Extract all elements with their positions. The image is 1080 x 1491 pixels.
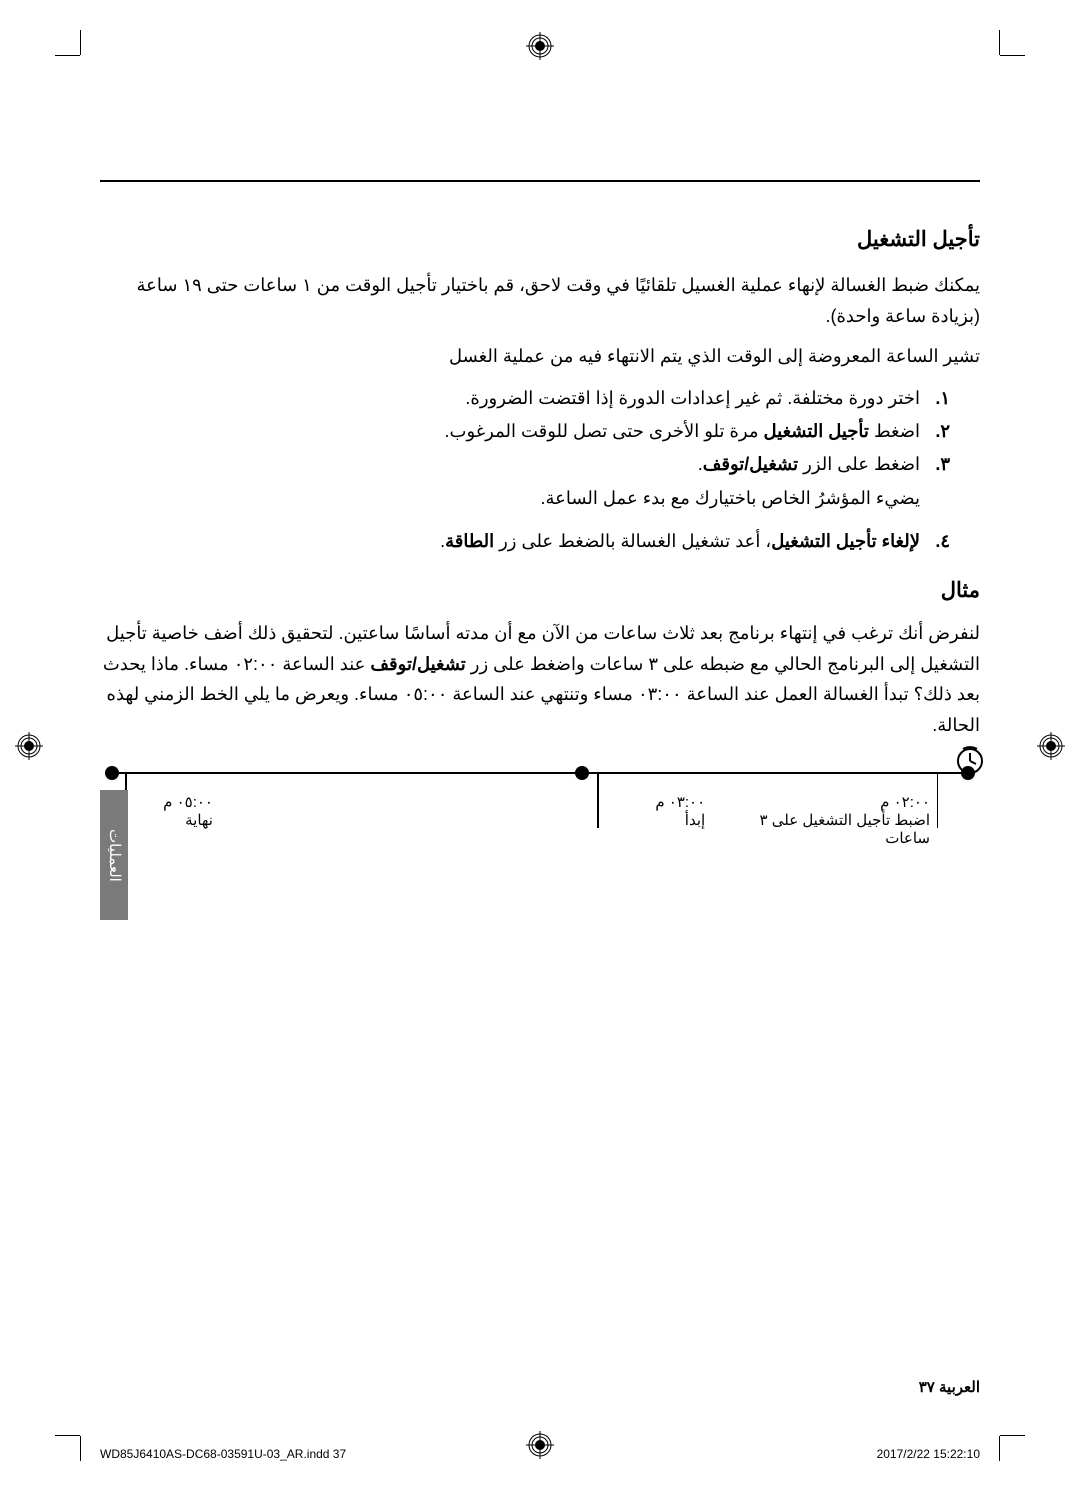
timeline-labels: ٠٢:٠٠ م اضبط تأجيل التشغيل على ٣ ساعات ٠… [100, 785, 980, 845]
timeline-text: نهاية [133, 811, 213, 829]
page-number: ٣٧ [919, 1379, 935, 1396]
timeline: ٠٢:٠٠ م اضبط تأجيل التشغيل على ٣ ساعات ٠… [100, 766, 980, 845]
example-paragraph: لنفرض أنك ترغب في إنتهاء برنامج بعد ثلاث… [100, 618, 980, 740]
step-item: ٣. اضغط على الزر تشغيل/توقف. [100, 448, 950, 481]
step-number: ١. [935, 382, 950, 415]
side-tab: العمليات [100, 790, 128, 920]
timeline-label: ٠٢:٠٠ م اضبط تأجيل التشغيل على ٣ ساعات [730, 793, 930, 847]
timeline-dot [575, 766, 589, 780]
crop-mark [999, 30, 1000, 55]
step-text: اضغط على الزر تشغيل/توقف. [698, 454, 920, 474]
crop-mark [80, 30, 81, 55]
timeline-bar [100, 766, 980, 780]
step-number: ٢. [935, 415, 950, 448]
intro-paragraph: تشير الساعة المعروضة إلى الوقت الذي يتم … [100, 341, 980, 372]
step-text: اختر دورة مختلفة. ثم غير إعدادات الدورة … [465, 388, 920, 408]
registration-mark-icon [526, 1431, 554, 1459]
registration-mark-icon [1037, 732, 1065, 760]
step-item: ١. اختر دورة مختلفة. ثم غير إعدادات الدو… [100, 382, 950, 415]
crop-mark [80, 1436, 81, 1461]
crop-mark [55, 1435, 80, 1436]
crop-mark [1000, 1435, 1025, 1436]
intro-paragraph: يمكنك ضبط الغسالة لإنهاء عملية الغسيل تل… [100, 270, 980, 331]
step-subtext: يضيء المؤشرُ الخاص باختيارك مع بدء عمل ا… [100, 482, 980, 515]
page-footer: العربية ٣٧ [909, 1378, 980, 1396]
registration-mark-icon [526, 32, 554, 60]
timeline-time: ٠٥:٠٠ م [133, 793, 213, 811]
step-number: ٤. [935, 525, 950, 558]
step-text: لإلغاء تأجيل التشغيل، أعد تشغيل الغسالة … [440, 531, 920, 551]
crop-mark [999, 1436, 1000, 1461]
timeline-time: ٠٢:٠٠ م [730, 793, 930, 811]
footer-language: العربية [939, 1379, 980, 1396]
timeline-label: ٠٣:٠٠ م إبدأ [605, 793, 705, 829]
timeline-label: ٠٥:٠٠ م نهاية [133, 793, 213, 829]
timeline-text: إبدأ [605, 811, 705, 829]
registration-mark-icon [15, 732, 43, 760]
timeline-dot [105, 766, 119, 780]
timeline-time: ٠٣:٠٠ م [605, 793, 705, 811]
print-filename: WD85J6410AS-DC68-03591U-03_AR.indd 37 [100, 1447, 346, 1461]
step-number: ٣. [935, 448, 950, 481]
step-item: ٢. اضغط تأجيل التشغيل مرة تلو الأخرى حتى… [100, 415, 950, 448]
steps-list: ١. اختر دورة مختلفة. ثم غير إعدادات الدو… [100, 382, 980, 482]
timeline-text: اضبط تأجيل التشغيل على ٣ ساعات [730, 811, 930, 847]
example-title: مثال [100, 578, 980, 603]
divider [100, 180, 980, 182]
section-title: تأجيل التشغيل [100, 227, 980, 252]
page-content: تأجيل التشغيل يمكنك ضبط الغسالة لإنهاء ع… [100, 80, 980, 1411]
steps-list: ٤. لإلغاء تأجيل التشغيل، أعد تشغيل الغسا… [100, 525, 980, 558]
print-timestamp: 2017/2/22 15:22:10 [877, 1447, 980, 1461]
step-item: ٤. لإلغاء تأجيل التشغيل، أعد تشغيل الغسا… [100, 525, 950, 558]
crop-mark [1000, 55, 1025, 56]
step-text: اضغط تأجيل التشغيل مرة تلو الأخرى حتى تص… [445, 421, 921, 441]
timeline-dot [961, 766, 975, 780]
timeline-line [110, 772, 970, 774]
crop-mark [55, 55, 80, 56]
